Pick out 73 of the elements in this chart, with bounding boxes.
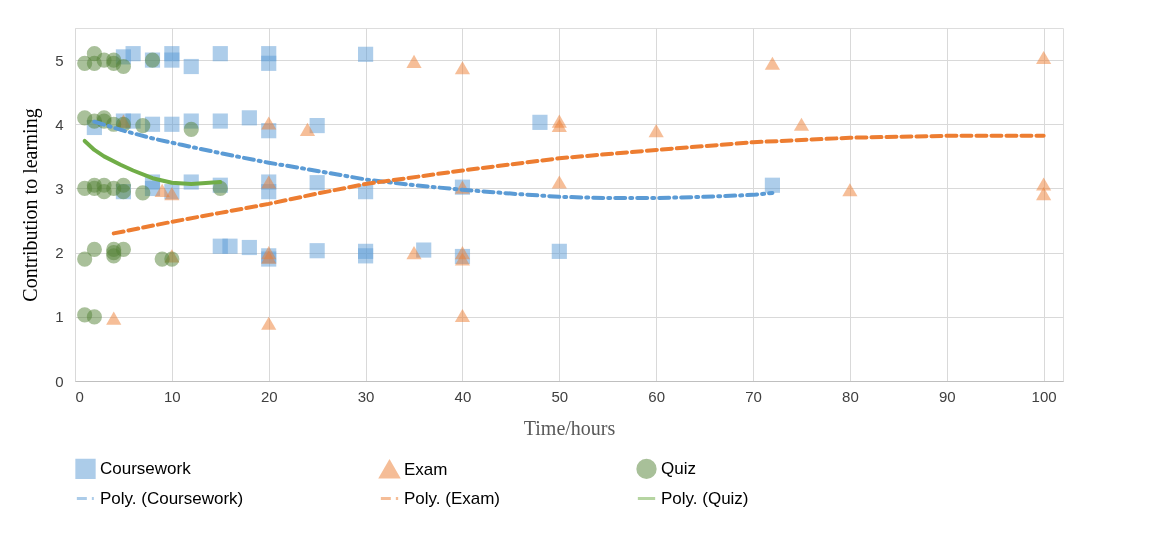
x-tick-label: 70 (745, 387, 762, 405)
y-tick-label: 1 (55, 308, 64, 326)
point (764, 177, 780, 193)
x-tick-label: 60 (648, 387, 666, 405)
x-tick-label: 30 (357, 387, 375, 405)
legend-label: Quiz (661, 458, 696, 478)
point (1036, 50, 1052, 65)
point (115, 241, 132, 257)
legend-label: Coursework (100, 458, 192, 478)
point (164, 116, 180, 132)
point (309, 243, 325, 259)
point (183, 58, 199, 75)
point (793, 117, 810, 131)
point (551, 243, 567, 259)
point (842, 183, 858, 197)
y-tick-label: 2 (55, 244, 64, 262)
x-tick-label: 80 (842, 387, 859, 405)
point (532, 114, 548, 130)
point (222, 238, 238, 254)
point (299, 122, 316, 136)
point (648, 124, 664, 138)
point (241, 110, 257, 126)
point (77, 251, 93, 267)
point (551, 175, 567, 189)
point (358, 248, 374, 264)
point (164, 251, 180, 267)
point (1036, 187, 1052, 201)
point (135, 185, 151, 201)
point (309, 117, 325, 134)
point (261, 316, 277, 330)
point (183, 121, 199, 137)
x-axis-title: Time/hours (523, 416, 616, 439)
point (454, 252, 471, 266)
point (1036, 177, 1052, 191)
point (416, 242, 432, 258)
x-tick-label: 50 (551, 387, 569, 405)
point (86, 309, 102, 325)
point (241, 239, 257, 256)
legend-label: Exam (404, 459, 448, 479)
point (261, 55, 277, 71)
point (106, 311, 122, 325)
legend-label: Poly. (Coursework) (100, 488, 244, 508)
point (454, 61, 471, 75)
legend-label: Poly. (Exam) (404, 488, 501, 508)
point (212, 113, 228, 129)
y-tick-label: 4 (55, 115, 64, 133)
x-tick-label: 10 (164, 387, 181, 405)
y-tick-label: 5 (55, 51, 64, 69)
line-series (111, 133, 1046, 236)
point (135, 117, 151, 134)
x-tick-label: 40 (454, 387, 472, 405)
point (406, 246, 422, 260)
x-tick-label: 100 (1031, 387, 1057, 405)
point (358, 46, 374, 62)
point (86, 241, 102, 257)
y-axis-title: Contribution to learning (19, 108, 43, 302)
x-tick-label: 90 (938, 387, 956, 405)
point (154, 183, 170, 197)
point (551, 118, 567, 133)
y-tick-label: 3 (55, 179, 64, 197)
point (764, 56, 780, 70)
legend-label: Poly. (Quiz) (661, 488, 749, 508)
point (212, 46, 228, 62)
x-tick-label: 0 (75, 387, 84, 405)
point (125, 46, 141, 62)
point (406, 54, 422, 68)
point (261, 116, 277, 130)
point (164, 52, 180, 68)
point (454, 308, 471, 323)
point (115, 58, 132, 75)
x-tick-label: 20 (260, 387, 278, 405)
y-tick-label: 0 (55, 372, 64, 390)
point (309, 175, 325, 191)
